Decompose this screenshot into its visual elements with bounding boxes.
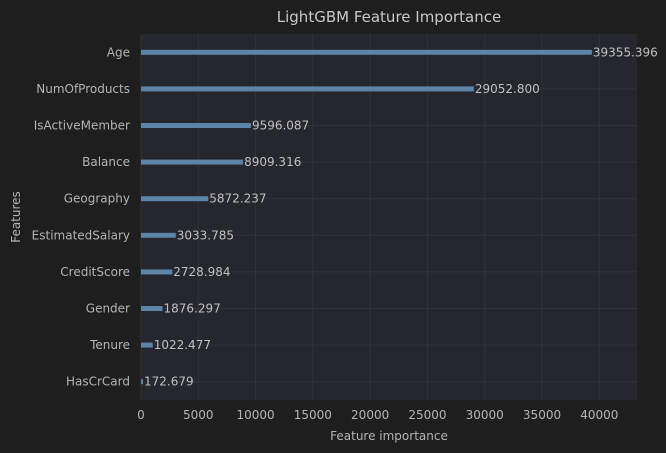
data-label-Balance: 8909.316 xyxy=(244,155,301,169)
data-label-NumOfProducts: 29052.800 xyxy=(475,82,540,96)
data-label-IsActiveMember: 9596.087 xyxy=(252,119,309,133)
y-tick-label-Age: Age xyxy=(107,45,130,59)
x-axis-label: Feature importance xyxy=(330,429,448,443)
bar-Tenure xyxy=(141,342,153,348)
x-tick-label-0: 0 xyxy=(137,408,145,422)
data-label-Age: 39355.396 xyxy=(593,45,658,59)
x-tick-label-6: 30000 xyxy=(466,408,504,422)
x-tick-label-2: 10000 xyxy=(236,408,274,422)
bar-Gender xyxy=(141,306,163,311)
y-tick-label-Gender: Gender xyxy=(86,302,130,316)
bar-CreditScore xyxy=(141,269,173,275)
bar-Geography xyxy=(141,196,209,202)
y-tick-label-IsActiveMember: IsActiveMember xyxy=(34,119,130,133)
data-labels: 39355.396 29052.800 9596.087 8909.316 5872.2… xyxy=(144,45,658,388)
x-tick-label-8: 40000 xyxy=(580,408,618,422)
data-label-Geography: 5872.237 xyxy=(209,192,266,206)
x-tick-label-5: 25000 xyxy=(408,408,446,422)
y-tick-label-NumOfProducts: NumOfProducts xyxy=(36,82,130,96)
data-label-HasCrCard: 172.679 xyxy=(144,375,194,389)
y-axis-label: Features xyxy=(9,191,23,243)
y-tick-label-EstimatedSalary: EstimatedSalary xyxy=(32,228,130,242)
y-tick-label-Balance: Balance xyxy=(82,155,130,169)
bar-HasCrCard xyxy=(141,379,143,385)
bar-IsActiveMember xyxy=(141,123,251,128)
plot-area xyxy=(141,34,637,400)
x-tick-label-3: 15000 xyxy=(294,408,332,422)
x-tick-label-7: 35000 xyxy=(523,408,561,422)
bar-EstimatedSalary xyxy=(141,232,176,238)
y-tick-label-CreditScore: CreditScore xyxy=(60,265,130,279)
bar-Age xyxy=(141,49,592,55)
chart-title: LightGBM Feature Importance xyxy=(277,8,501,26)
x-tick-label-1: 5000 xyxy=(183,408,214,422)
data-label-EstimatedSalary: 3033.785 xyxy=(177,228,234,242)
bar-Balance xyxy=(141,159,244,165)
bars xyxy=(141,49,592,385)
y-tick-label-Geography: Geography xyxy=(64,192,130,206)
bar-NumOfProducts xyxy=(141,86,474,92)
data-label-Tenure: 1022.477 xyxy=(154,338,211,352)
x-tick-label-4: 20000 xyxy=(351,408,389,422)
data-label-Gender: 1876.297 xyxy=(163,302,220,316)
data-label-CreditScore: 2728.984 xyxy=(173,265,230,279)
y-tick-label-Tenure: Tenure xyxy=(89,338,130,352)
y-tick-label-HasCrCard: HasCrCard xyxy=(66,375,130,389)
tick-labels: Age NumOfProducts IsActiveMember Balance Geo… xyxy=(32,45,619,422)
